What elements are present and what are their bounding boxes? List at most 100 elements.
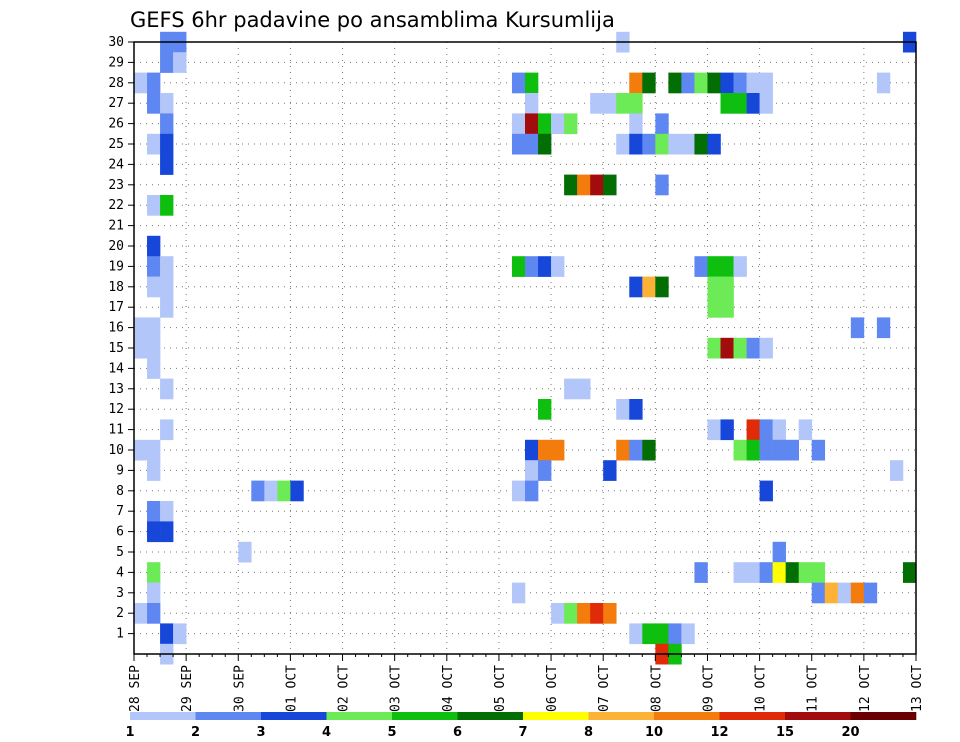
heatmap-cell — [629, 113, 643, 135]
colorbar-label: 7 — [518, 725, 527, 740]
heatmap-cell — [629, 93, 643, 114]
colorbar-label: 12 — [710, 725, 728, 740]
heatmap-cell — [733, 439, 747, 461]
heatmap-cell — [759, 439, 773, 461]
y-axis: 1234567891011121314151617181920212223242… — [108, 35, 134, 642]
heatmap-cell — [668, 623, 682, 645]
heatmap-cell — [134, 337, 148, 359]
y-tick-label: 6 — [116, 525, 124, 540]
heatmap-cell — [720, 256, 734, 277]
y-tick-label: 25 — [108, 137, 124, 152]
y-tick-label: 12 — [108, 402, 124, 417]
heatmap-cell — [655, 174, 669, 196]
heatmap-cell — [590, 603, 604, 624]
heatmap-cell — [564, 378, 578, 400]
heatmap-cell — [824, 582, 839, 604]
heatmap-cell — [564, 113, 578, 135]
heatmap-cell — [147, 317, 161, 339]
heatmap-cell — [733, 72, 747, 94]
x-tick-label: 13 OCT — [910, 665, 925, 712]
heatmap-cell — [707, 276, 721, 298]
y-tick-label: 27 — [108, 96, 124, 111]
heatmap-cell — [837, 582, 852, 604]
heatmap-cell — [160, 276, 174, 298]
heatmap-cell — [694, 72, 708, 94]
heatmap-cell — [590, 93, 604, 114]
heatmap-cell — [746, 419, 760, 441]
y-tick-label: 26 — [108, 117, 124, 132]
y-tick-label: 15 — [108, 341, 124, 356]
heatmap-cell — [538, 256, 552, 277]
heatmap-cell — [147, 501, 161, 522]
heatmap-cell — [707, 419, 721, 441]
heatmap-cell — [551, 256, 565, 277]
heatmap-cell — [290, 480, 304, 502]
heatmap-cell — [746, 439, 760, 461]
heatmap-cell — [147, 256, 161, 277]
heatmap-cell — [629, 133, 643, 155]
heatmap-cell — [577, 603, 591, 624]
colorbar-swatch — [392, 712, 458, 720]
heatmap-cell — [707, 297, 721, 318]
x-tick-label: 05 OCT — [493, 665, 508, 712]
heatmap-cell — [668, 72, 682, 94]
heatmap-cell — [759, 480, 773, 502]
heatmap-cell — [173, 52, 187, 73]
heatmap-cell — [160, 419, 174, 441]
heatmap-cell — [720, 419, 734, 441]
colorbar-swatch — [523, 712, 589, 720]
heatmap-cell — [160, 154, 174, 175]
heatmap-cell — [603, 460, 617, 481]
x-tick-label: 10 OCT — [754, 665, 769, 712]
heatmap-cell — [772, 562, 786, 583]
heatmap-cell — [772, 419, 786, 441]
heatmap-cell — [876, 317, 891, 339]
heatmap-cell — [160, 256, 174, 277]
heatmap-cell — [160, 378, 174, 400]
heatmap-cell — [681, 623, 695, 645]
heatmap-cell — [642, 276, 656, 298]
heatmap-cell — [681, 72, 695, 94]
heatmap-cell — [655, 276, 669, 298]
heatmap-cell — [147, 276, 161, 298]
y-tick-label: 3 — [116, 586, 124, 601]
heatmap-cell — [746, 337, 760, 359]
heatmap-cell — [147, 337, 161, 359]
heatmap-cell — [277, 480, 291, 502]
heatmap-cell — [876, 72, 891, 94]
heatmap-cell — [759, 72, 773, 94]
x-tick-label: 11 OCT — [806, 665, 821, 712]
colorbar-label: 4 — [322, 725, 331, 740]
heatmap-cell — [160, 113, 174, 135]
heatmap-cell — [147, 460, 161, 481]
heatmap-cell — [642, 133, 656, 155]
heatmap-cell — [147, 521, 161, 543]
heatmap-cell — [681, 133, 695, 155]
heatmap-cell — [759, 562, 773, 583]
heatmap-cell — [525, 93, 539, 114]
heatmap-cell — [525, 460, 539, 481]
heatmap-cell — [798, 562, 813, 583]
heatmap-cell — [147, 582, 161, 604]
x-tick-label: 04 OCT — [441, 665, 456, 712]
heatmap-cell — [616, 439, 630, 461]
heatmap-cell — [511, 133, 526, 155]
heatmap-cell — [160, 297, 174, 318]
heatmap-cell — [160, 521, 174, 543]
heatmap-cell — [642, 72, 656, 94]
colorbar-swatch — [457, 712, 524, 720]
heatmap-cell — [694, 562, 708, 583]
heatmap-cell — [720, 93, 734, 114]
y-tick-label: 19 — [108, 259, 124, 274]
heatmap-cell — [720, 337, 734, 359]
y-tick-label: 4 — [116, 565, 124, 580]
heatmap-cell — [264, 480, 278, 502]
heatmap-cell — [134, 317, 148, 339]
heatmap-cell — [759, 419, 773, 441]
heatmap-cell — [746, 72, 760, 94]
colorbar-swatch — [719, 712, 786, 720]
colorbar-label: 6 — [453, 725, 462, 740]
y-tick-label: 10 — [108, 443, 124, 458]
y-tick-label: 28 — [108, 76, 124, 91]
heatmap-cell — [603, 174, 617, 196]
